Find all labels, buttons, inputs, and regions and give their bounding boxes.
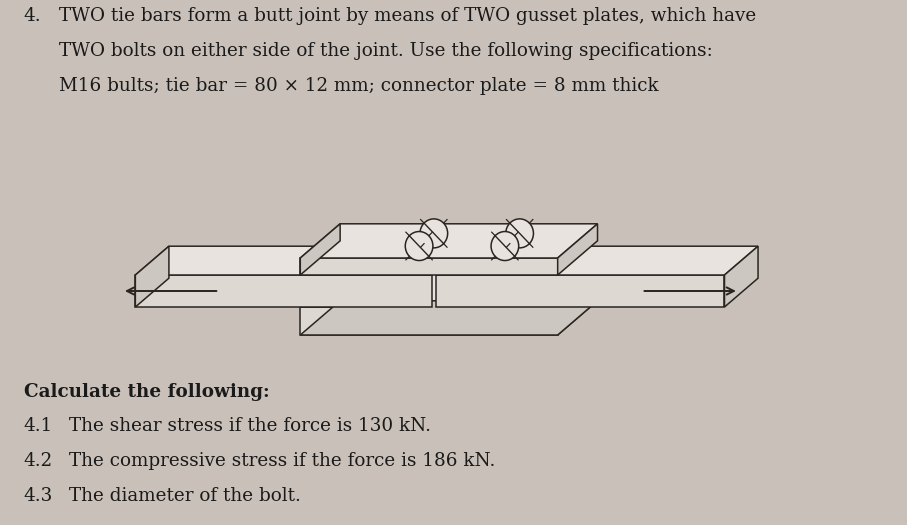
Polygon shape [435,246,758,275]
Polygon shape [300,224,598,258]
Polygon shape [435,275,725,307]
Polygon shape [135,246,169,307]
Text: TWO tie bars form a butt joint by means of TWO gusset plates, which have: TWO tie bars form a butt joint by means … [59,7,756,25]
Polygon shape [725,246,758,307]
Circle shape [506,219,533,248]
Polygon shape [558,273,598,335]
Polygon shape [300,273,598,307]
Text: 4.1: 4.1 [24,417,54,435]
Text: 4.: 4. [24,7,42,25]
Circle shape [420,219,448,248]
Polygon shape [300,307,558,335]
Text: M16 bults; tie bar = 80 × 12 mm; connector plate = 8 mm thick: M16 bults; tie bar = 80 × 12 mm; connect… [59,77,658,95]
Polygon shape [300,301,598,335]
Circle shape [491,232,519,260]
Polygon shape [135,246,465,275]
Text: 4.3: 4.3 [24,487,54,505]
Polygon shape [300,258,558,275]
Text: 4.2: 4.2 [24,452,53,470]
Text: The shear stress if the force is 130 kN.: The shear stress if the force is 130 kN. [69,417,431,435]
Polygon shape [300,224,340,275]
Text: The diameter of the bolt.: The diameter of the bolt. [69,487,300,505]
Text: TWO bolts on either side of the joint. Use the following specifications:: TWO bolts on either side of the joint. U… [59,42,713,60]
Text: Calculate the following:: Calculate the following: [24,383,269,401]
Polygon shape [558,224,598,275]
Text: The compressive stress if the force is 186 kN.: The compressive stress if the force is 1… [69,452,495,470]
Polygon shape [135,275,432,307]
Circle shape [405,232,433,260]
